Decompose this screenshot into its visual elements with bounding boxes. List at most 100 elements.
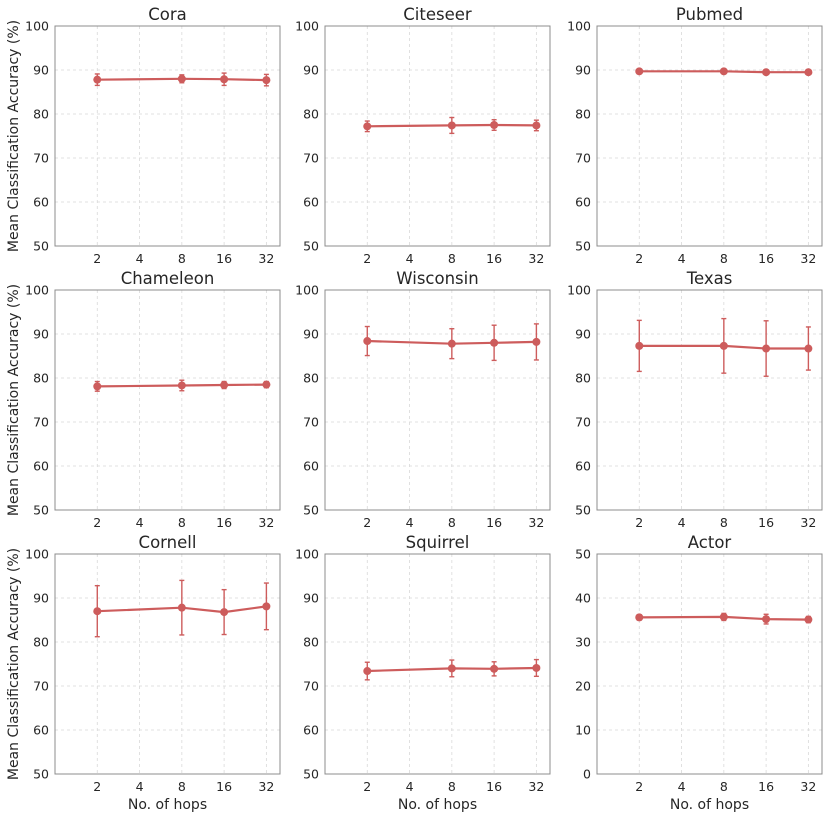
x-tick-label: 16 <box>216 779 232 794</box>
x-tick-label: 32 <box>528 515 544 530</box>
data-point <box>93 382 102 391</box>
plot-frame <box>324 289 551 511</box>
y-tick-label: 100 <box>25 19 49 34</box>
series-line <box>639 615 809 621</box>
y-tick-label: 70 <box>303 151 319 166</box>
data-point <box>93 607 102 616</box>
y-tick-label: 40 <box>575 591 591 606</box>
y-axis-title: Mean Classification Accuracy (%) <box>6 548 22 780</box>
data-point <box>447 121 456 130</box>
data-point <box>363 667 372 676</box>
y-tick-label: 80 <box>33 107 49 122</box>
panel-title: Chameleon <box>121 269 215 288</box>
y-tick-label: 60 <box>33 459 49 474</box>
x-tick-label: 32 <box>528 779 544 794</box>
y-tick-label: 60 <box>33 723 49 738</box>
x-tick-label: 8 <box>720 779 728 794</box>
y-tick-label: 80 <box>33 371 49 386</box>
y-tick-label: 50 <box>575 503 591 518</box>
data-point <box>447 339 456 348</box>
x-tick-label: 4 <box>136 515 144 530</box>
x-tick-label: 16 <box>758 779 774 794</box>
y-tick-label: 90 <box>303 591 319 606</box>
y-tick-label: 70 <box>303 679 319 694</box>
series-line <box>639 344 809 350</box>
series-line <box>97 383 267 388</box>
x-tick-label: 4 <box>136 251 144 266</box>
x-tick-label: 32 <box>800 779 816 794</box>
y-tick-label: 50 <box>575 239 591 254</box>
data-point <box>804 615 813 624</box>
plot-frame <box>324 25 551 247</box>
x-tick-label: 4 <box>678 251 686 266</box>
x-tick-label: 4 <box>678 779 686 794</box>
panel-squirrel: 2 4 8 16 32 50 60 70 80 90 100 Squirrel <box>295 533 551 794</box>
x-tick-label: 8 <box>448 779 456 794</box>
panel-cora: 2 4 8 16 32 50 60 70 80 90 100 Cora <box>25 5 281 266</box>
y-tick-label: 80 <box>575 107 591 122</box>
x-tick-label: 32 <box>528 251 544 266</box>
series-line <box>97 77 267 82</box>
plot-frame <box>596 553 823 775</box>
x-tick-label: 2 <box>635 779 643 794</box>
x-tick-label: 16 <box>486 515 502 530</box>
y-tick-label: 50 <box>33 503 49 518</box>
plot-frame <box>596 289 823 511</box>
y-tick-label: 70 <box>33 415 49 430</box>
x-tick-label: 2 <box>635 515 643 530</box>
x-axis-title: No. of hops <box>670 797 749 813</box>
x-tick-label: 32 <box>800 251 816 266</box>
data-point <box>804 344 813 353</box>
y-tick-label: 80 <box>33 635 49 650</box>
data-point <box>490 338 499 347</box>
x-tick-label: 16 <box>486 251 502 266</box>
y-tick-label: 50 <box>33 239 49 254</box>
panel-pubmed: 2 4 8 16 32 50 60 70 80 90 100 Pubmed <box>567 5 823 266</box>
y-axis-title: Mean Classification Accuracy (%) <box>6 20 22 252</box>
y-tick-label: 50 <box>33 767 49 782</box>
plot-frame <box>54 553 281 775</box>
y-tick-label: 100 <box>25 283 49 298</box>
y-tick-label: 90 <box>33 63 49 78</box>
y-tick-label: 80 <box>303 635 319 650</box>
data-point <box>804 68 813 77</box>
x-tick-label: 8 <box>178 779 186 794</box>
data-point <box>363 337 372 346</box>
x-tick-label: 32 <box>258 515 274 530</box>
data-point <box>490 121 499 129</box>
data-point <box>363 122 372 131</box>
x-tick-label: 4 <box>406 251 414 266</box>
x-tick-label: 16 <box>486 779 502 794</box>
plot-frame <box>596 25 823 247</box>
series-line <box>367 339 537 345</box>
data-point <box>719 67 728 76</box>
series-line <box>367 123 537 128</box>
panel-cornell: 2 4 8 16 32 50 60 70 80 90 100 Cornell <box>25 533 281 794</box>
y-tick-label: 90 <box>575 63 591 78</box>
x-tick-label: 16 <box>758 251 774 266</box>
y-tick-label: 80 <box>303 107 319 122</box>
data-point <box>532 121 541 130</box>
x-tick-label: 16 <box>758 515 774 530</box>
y-tick-label: 50 <box>575 547 591 562</box>
data-point <box>762 615 771 624</box>
panel-title: Pubmed <box>676 5 743 24</box>
data-point <box>262 380 271 389</box>
data-point <box>177 381 186 390</box>
y-tick-label: 100 <box>567 283 591 298</box>
data-point <box>532 663 541 672</box>
panel-title: Texas <box>686 269 733 288</box>
data-point <box>719 612 728 621</box>
data-point <box>220 381 229 390</box>
x-tick-label: 32 <box>800 515 816 530</box>
y-tick-label: 20 <box>575 679 591 694</box>
y-tick-label: 90 <box>575 327 591 342</box>
data-point <box>635 67 644 76</box>
y-tick-label: 80 <box>575 371 591 386</box>
x-tick-label: 2 <box>93 779 101 794</box>
x-tick-label: 4 <box>678 515 686 530</box>
y-tick-label: 60 <box>575 195 591 210</box>
x-tick-label: 4 <box>406 515 414 530</box>
y-tick-label: 60 <box>303 459 319 474</box>
plot-frame <box>324 553 551 775</box>
